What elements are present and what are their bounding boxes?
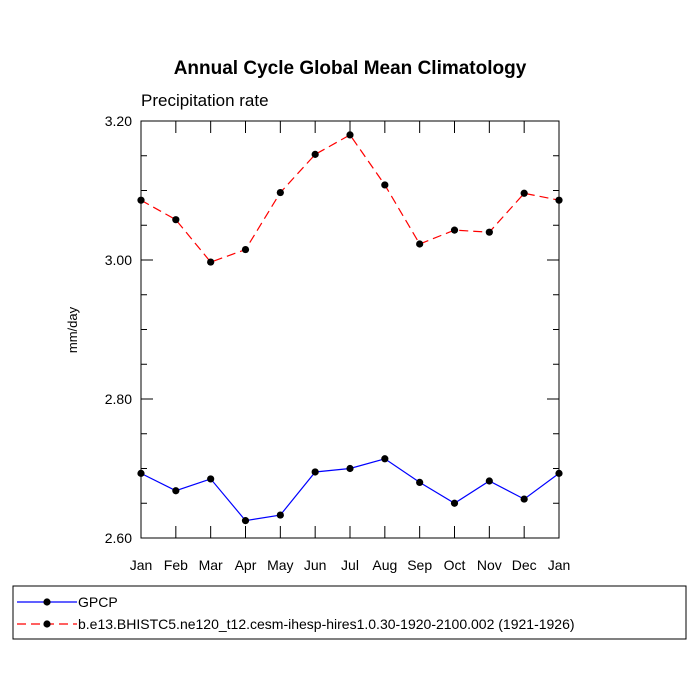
series-2 xyxy=(137,131,563,266)
series-layer xyxy=(137,131,563,525)
x-tick-label: Feb xyxy=(164,557,188,573)
data-point xyxy=(241,245,250,254)
data-point xyxy=(485,228,493,236)
legend: GPCP b.e13.BHISTC5.ne120_t12.cesm-ihesp-h… xyxy=(12,585,687,640)
series-1 xyxy=(137,455,563,525)
x-tick-label: Aug xyxy=(372,557,397,573)
data-point xyxy=(276,188,284,197)
data-point xyxy=(381,181,389,189)
y-axis-label: mm/day xyxy=(65,306,80,353)
data-point xyxy=(416,478,424,486)
data-point xyxy=(520,189,528,197)
data-point xyxy=(416,240,424,248)
legend-label: b.e13.BHISTC5.ne120_t12.cesm-ihesp-hires… xyxy=(78,616,575,632)
x-tick-label: Apr xyxy=(235,557,257,573)
legend-box xyxy=(12,585,687,640)
legend-label: GPCP xyxy=(78,594,118,610)
plot-frame xyxy=(140,120,560,539)
x-tick-label: Jan xyxy=(130,557,153,573)
x-tick-label: Nov xyxy=(477,557,502,573)
legend-item: GPCP xyxy=(17,594,118,610)
series-line xyxy=(140,134,560,263)
x-tick-label: Jan xyxy=(548,557,571,573)
x-tick-label: May xyxy=(267,557,293,573)
x-tick-label: Dec xyxy=(512,557,537,573)
data-point xyxy=(450,226,459,234)
chart-title: Annual Cycle Global Mean Climatology xyxy=(174,58,527,79)
y-tick-label: 2.60 xyxy=(105,530,132,546)
data-point xyxy=(520,495,528,503)
data-point xyxy=(311,468,319,476)
data-point xyxy=(450,499,459,507)
data-point xyxy=(346,464,354,473)
x-tick-label: Jun xyxy=(304,557,327,573)
data-point xyxy=(207,475,215,483)
data-point xyxy=(555,469,563,477)
x-tick-label: Mar xyxy=(199,557,223,573)
data-point xyxy=(346,131,354,139)
legend-marker xyxy=(43,620,51,628)
data-point xyxy=(241,517,250,525)
y-tick-label: 2.80 xyxy=(105,391,132,407)
x-tick-label: Jul xyxy=(341,557,359,573)
data-point xyxy=(207,258,215,266)
data-point xyxy=(137,196,145,204)
data-point xyxy=(276,511,284,519)
data-point xyxy=(311,150,319,158)
chart-subtitle: Precipitation rate xyxy=(141,91,269,110)
legend-marker xyxy=(43,598,51,606)
y-tick-label: 3.20 xyxy=(105,113,132,129)
data-point xyxy=(137,469,145,477)
axes: 2.60 2.80 3.00 3.20 Jan Feb Mar Apr May Jun Jul Aug… xyxy=(105,113,571,573)
data-point xyxy=(172,216,180,224)
data-point xyxy=(555,196,563,204)
data-point xyxy=(485,477,493,485)
x-tick-label: Oct xyxy=(444,557,466,573)
x-tick-label: Sep xyxy=(407,557,432,573)
data-point xyxy=(381,455,389,463)
y-tick-label: 3.00 xyxy=(105,252,132,268)
data-point xyxy=(172,487,180,495)
legend-item: b.e13.BHISTC5.ne120_t12.cesm-ihesp-hires… xyxy=(17,616,575,632)
